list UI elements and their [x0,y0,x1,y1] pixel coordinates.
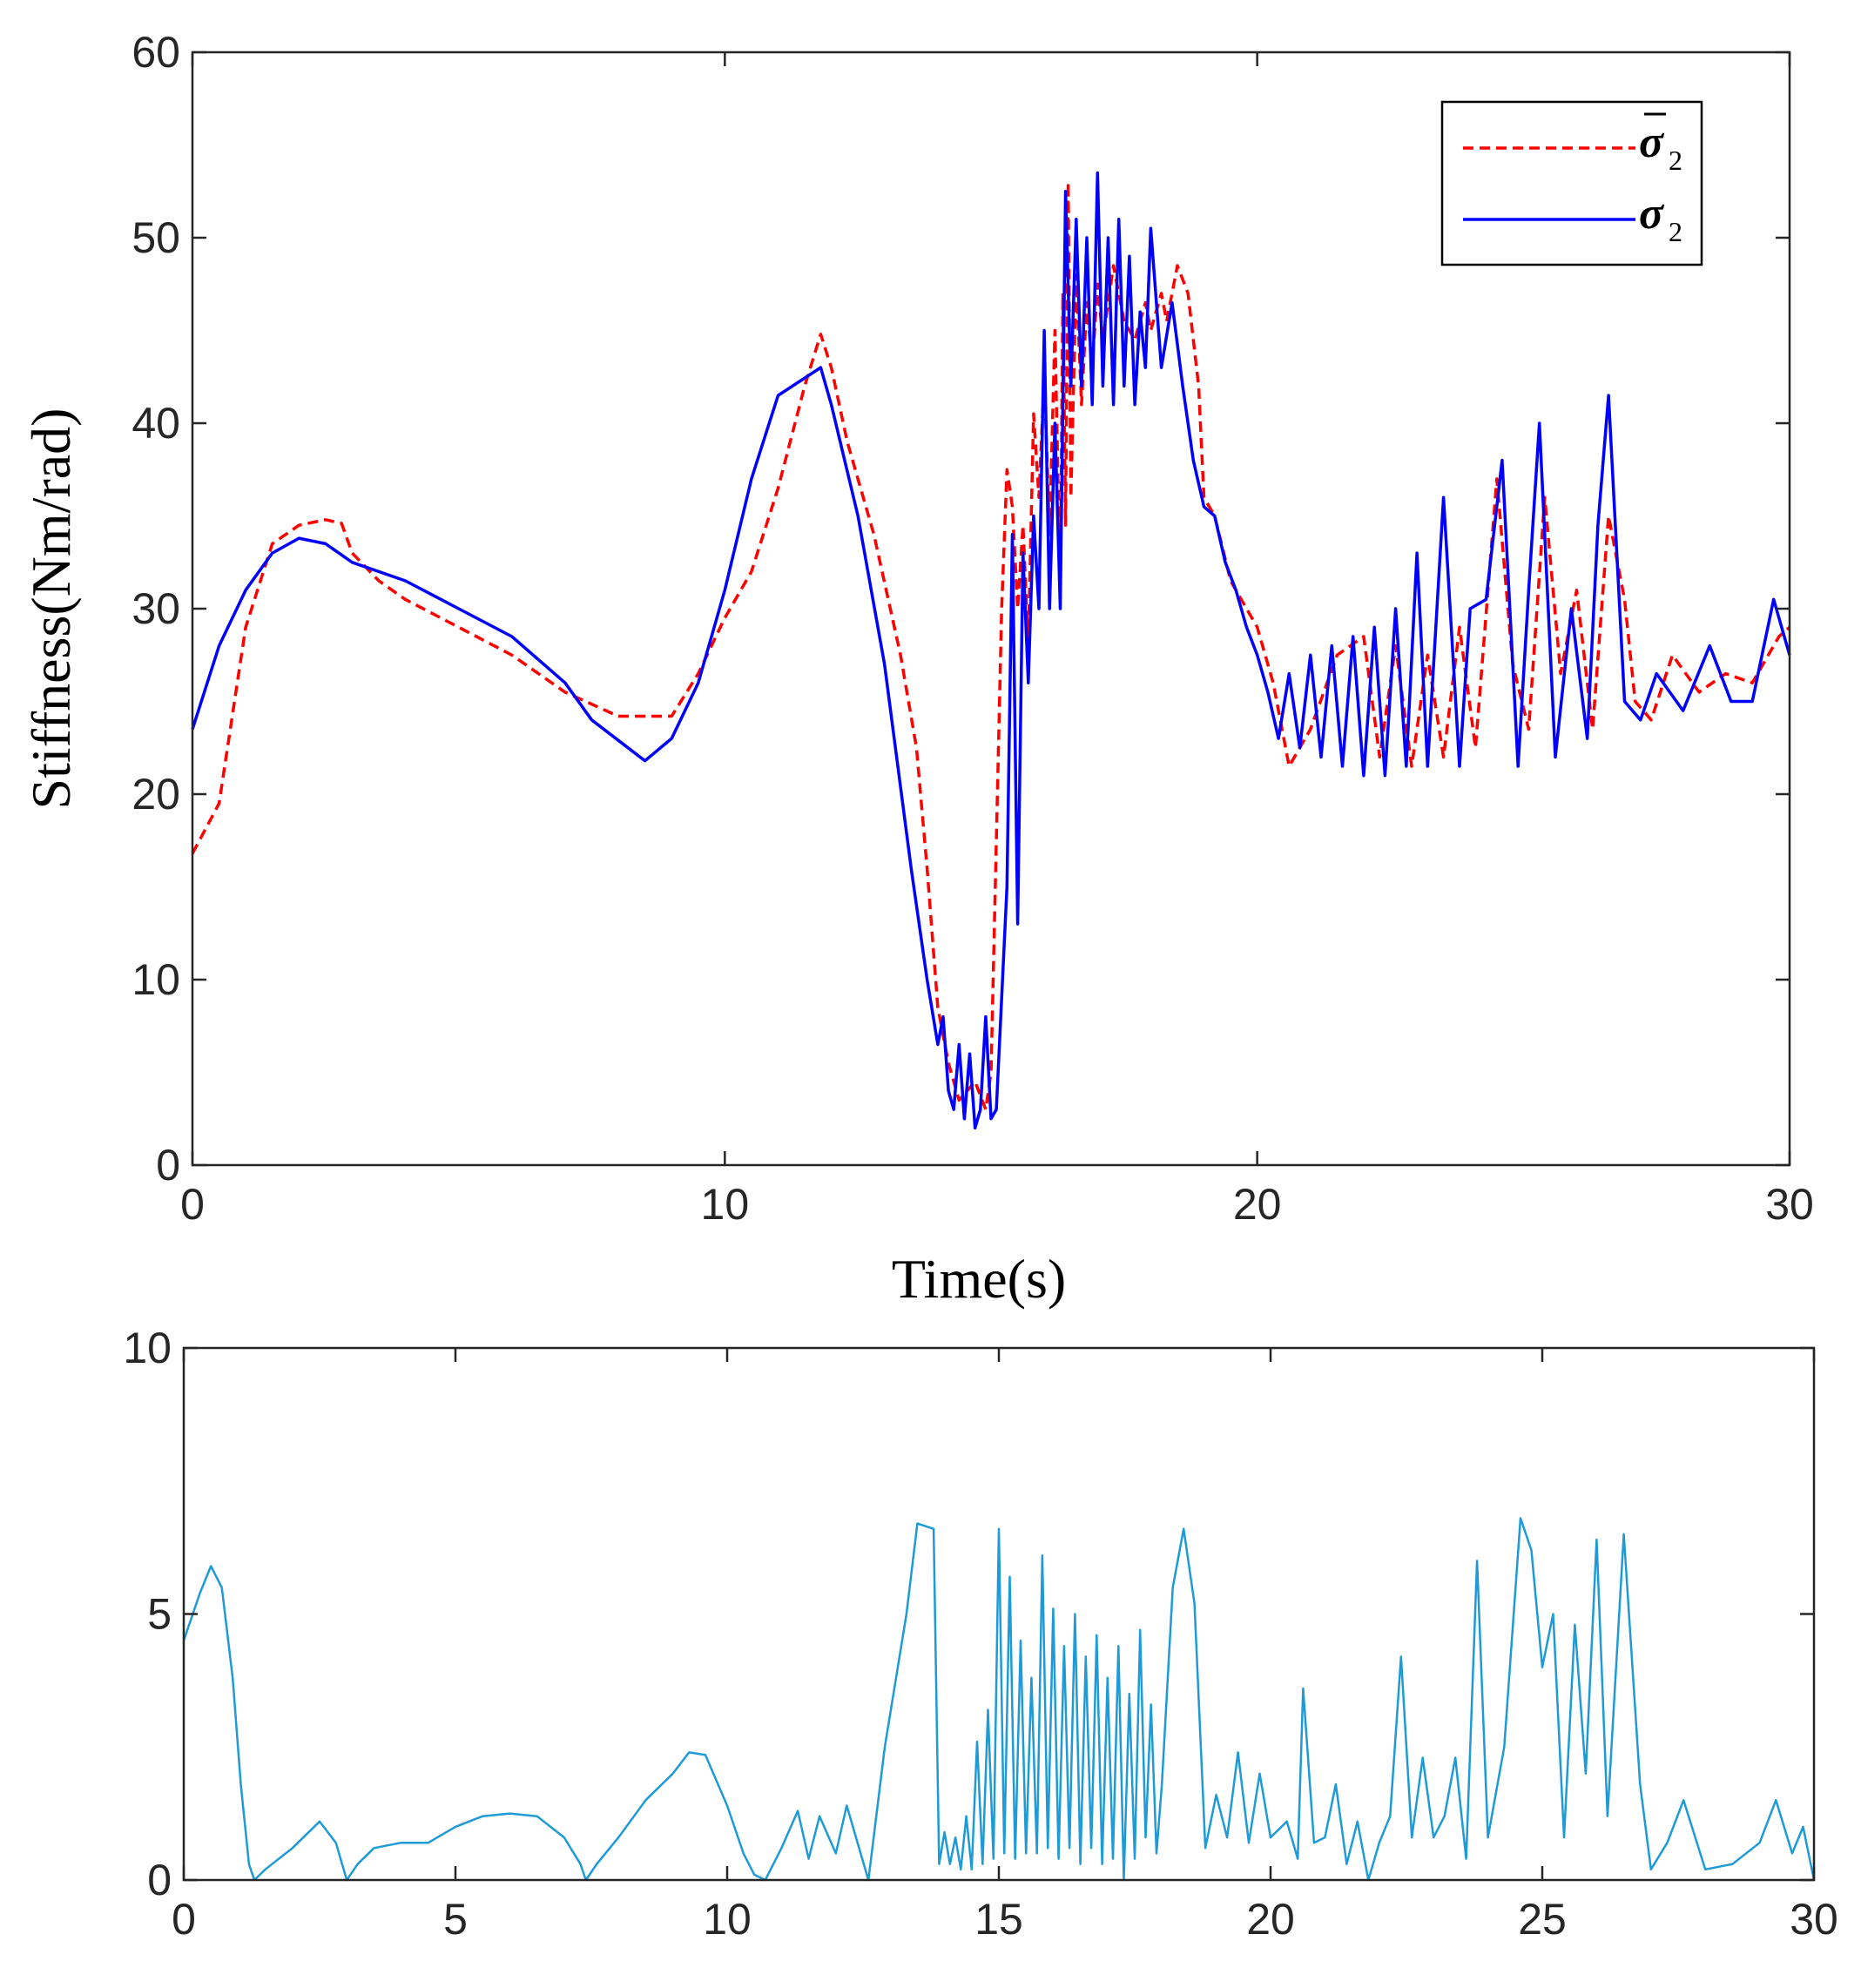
stiffness-chart: 0 10 20 30 0 10 20 30 40 50 60 Time(s) Stiffness(N… [20,28,1814,1310]
legend-label-subscript: 2 [1669,145,1682,176]
stiffness-series-line-1 [191,171,1791,1130]
y-tick-label: 0 [147,1856,172,1904]
x-axis-title: Time(s) [892,1248,1066,1310]
x-tick-label: 10 [701,1180,750,1229]
x-tick-label: 10 [703,1895,752,1944]
x-tick-label: 30 [1765,1180,1814,1229]
stiffness-series-layer [191,171,1791,1130]
y-tick-label: 0 [156,1141,180,1189]
legend: σ 2 σ 2 [1440,100,1703,266]
y-axis-title: Stiffness(Nm/rad) [20,408,82,810]
stiffness-ticks-layer: 0 10 20 30 0 10 20 30 40 50 60 [131,28,1813,1229]
difference-chart: 0 5 10 15 20 25 30 0 5 10 [123,1324,1837,1944]
x-tick-label: 20 [1246,1895,1295,1944]
legend-entry-sigma: σ 2 [1639,189,1682,247]
difference-ticks-layer: 0 5 10 15 20 25 30 0 5 10 [123,1324,1837,1944]
x-tick-label: 5 [443,1895,468,1944]
legend-entry-sigma-bar: σ 2 [1639,112,1682,176]
legend-label-symbol: σ [1639,189,1665,239]
x-tick-label: 30 [1790,1895,1838,1944]
y-tick-label: 60 [131,28,180,77]
y-tick-label: 5 [147,1590,172,1639]
stiffness-series-line-0 [191,180,1791,1111]
y-tick-label: 50 [131,213,180,262]
y-tick-label: 10 [131,955,180,1004]
x-tick-label: 25 [1518,1895,1567,1944]
legend-label-subscript: 2 [1669,216,1682,247]
y-tick-label: 20 [131,770,180,819]
x-tick-label: 15 [974,1895,1023,1944]
x-tick-label: 0 [172,1895,196,1944]
legend-label-symbol: σ [1639,118,1665,167]
y-tick-label: 40 [131,399,180,448]
x-tick-label: 0 [180,1180,205,1229]
y-tick-label: 30 [131,584,180,633]
y-tick-label: 10 [123,1324,172,1372]
legend-box [1440,100,1703,266]
x-tick-label: 20 [1233,1180,1282,1229]
